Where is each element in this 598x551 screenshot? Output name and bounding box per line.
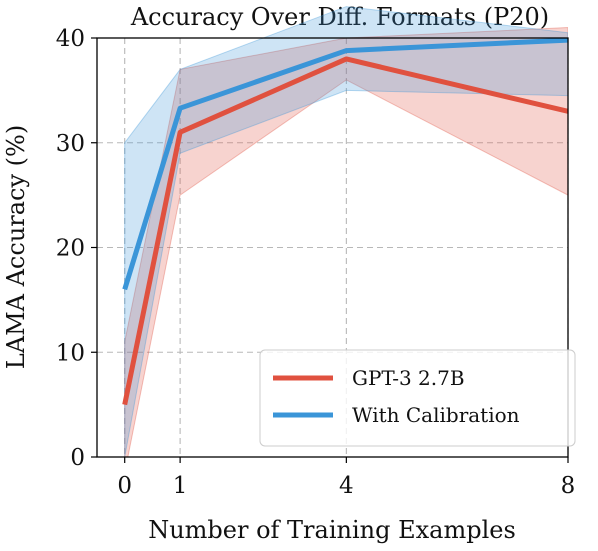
y-tick-label: 0 bbox=[70, 445, 85, 471]
line-series-1 bbox=[122, 37, 568, 291]
y-tick-label: 30 bbox=[56, 131, 85, 157]
legend: GPT-3 2.7B With Calibration bbox=[259, 349, 576, 447]
band-series-1 bbox=[124, 6, 568, 457]
axis-ticks: 0 1 4 8 0 10 20 30 40 bbox=[56, 26, 576, 499]
y-tick-label: 20 bbox=[56, 236, 85, 262]
chart-title: Accuracy Over Diff. Formats (P20) bbox=[130, 3, 549, 31]
x-axis-label: Number of Training Examples bbox=[148, 516, 516, 544]
line-series-0 bbox=[122, 56, 568, 406]
x-tick-label: 8 bbox=[561, 473, 576, 499]
y-tick-label: 40 bbox=[56, 26, 85, 52]
legend-label-gpt3: GPT-3 2.7B bbox=[352, 366, 465, 390]
y-tick-label: 10 bbox=[56, 340, 85, 366]
x-tick-label: 1 bbox=[173, 473, 188, 499]
x-tick-label: 0 bbox=[117, 473, 132, 499]
x-tick-label: 4 bbox=[339, 473, 354, 499]
legend-label-calibration: With Calibration bbox=[352, 403, 520, 427]
band-series-0 bbox=[124, 27, 568, 457]
legend-box bbox=[259, 349, 576, 447]
confidence-bands bbox=[124, 6, 568, 457]
y-axis-label: LAMA Accuracy (%) bbox=[2, 125, 30, 369]
